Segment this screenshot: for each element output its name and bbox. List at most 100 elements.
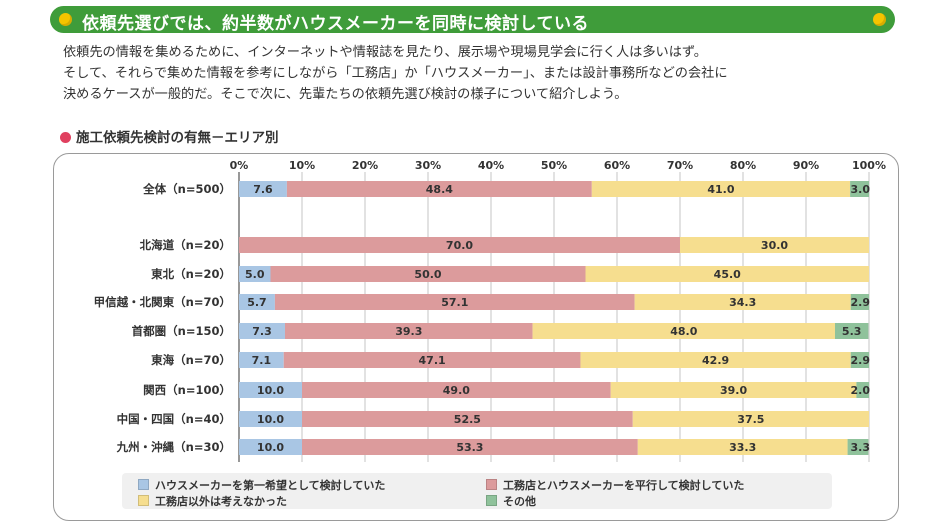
category-label-3: 甲信越・北関東（n=70） xyxy=(94,295,231,309)
legend-swatch-2 xyxy=(486,479,497,490)
bar-segment-r2-s1 xyxy=(270,266,586,282)
bar-segment-r8-s2 xyxy=(637,439,848,455)
data-label-r8-s3: 3.3 xyxy=(851,441,871,454)
bar-segment-r4-s2 xyxy=(532,323,835,339)
category-label-6: 関西（n=100） xyxy=(143,383,231,397)
data-label-r0-s1: 48.4 xyxy=(426,183,453,196)
bar-segment-r1-s2 xyxy=(680,237,869,253)
bar-segment-r7-s2 xyxy=(632,411,869,427)
bar-segment-r2-s0 xyxy=(239,266,271,282)
banner-left-dot-icon xyxy=(59,13,72,26)
legend-item-other: その他 xyxy=(486,493,536,509)
category-label-2: 東北（n=20） xyxy=(151,267,231,281)
legend-label-4: その他 xyxy=(503,495,536,508)
data-label-r1-s1: 70.0 xyxy=(446,239,473,252)
bar-segment-r5-s3 xyxy=(850,352,869,368)
intro-line-1: 依頼先の情報を集めるために、インターネットや情報誌を見たり、展示場や現場見学会に… xyxy=(63,45,707,60)
banner: 依頼先選びでは、約半数がハウスメーカーを同時に検討している xyxy=(50,6,895,34)
bar-segment-r5-s2 xyxy=(580,352,851,368)
bar-segment-r6-s2 xyxy=(610,382,857,398)
chart-heading-text: 施工依頼先検討の有無－エリア別 xyxy=(76,130,279,146)
data-label-r4-s1: 39.3 xyxy=(395,325,422,338)
data-label-r6-s0: 10.0 xyxy=(257,384,284,397)
data-label-r7-s2: 37.5 xyxy=(737,413,764,426)
legend-swatch-4 xyxy=(486,495,497,506)
legend-item-builder-only: 工務店以外は考えなかった xyxy=(138,493,287,509)
data-label-r3-s2: 34.3 xyxy=(729,296,756,309)
bar-segment-r3-s2 xyxy=(634,294,851,310)
category-label-8: 九州・沖縄（n=30） xyxy=(116,440,231,454)
bar-segment-r0-s3 xyxy=(850,181,869,197)
bar-segment-r3-s3 xyxy=(850,294,869,310)
data-label-r4-s3: 5.3 xyxy=(842,325,862,338)
category-label-5: 東海（n=70） xyxy=(151,353,231,367)
x-tick-label-2: 20% xyxy=(352,159,378,172)
data-label-r0-s2: 41.0 xyxy=(707,183,734,196)
bar-segment-r7-s1 xyxy=(302,411,633,427)
data-label-r2-s0: 5.0 xyxy=(245,268,265,281)
data-label-r8-s2: 33.3 xyxy=(729,441,756,454)
data-label-r3-s3: 2.9 xyxy=(851,296,871,309)
bar-segment-r0-s2 xyxy=(591,181,851,197)
legend-swatch-1 xyxy=(138,479,149,490)
x-tick-label-5: 50% xyxy=(541,159,567,172)
bar-segment-r3-s0 xyxy=(239,294,275,310)
data-label-r5-s1: 47.1 xyxy=(419,354,446,367)
category-label-1: 北海道（n=20） xyxy=(140,238,231,252)
bar-segment-r2-s2 xyxy=(585,266,869,282)
bar-segment-r5-s0 xyxy=(239,352,284,368)
chart-legend: ハウスメーカーを第一希望として検討していた 工務店とハウスメーカーを平行して検討… xyxy=(122,473,832,509)
bar-segment-r5-s1 xyxy=(283,352,581,368)
x-tick-label-10: 100% xyxy=(852,159,886,172)
data-label-r0-s0: 7.6 xyxy=(253,183,273,196)
x-tick-label-7: 70% xyxy=(667,159,693,172)
data-label-r0-s3: 3.0 xyxy=(851,183,871,196)
data-label-r2-s1: 50.0 xyxy=(414,268,441,281)
x-tick-label-1: 10% xyxy=(289,159,315,172)
data-label-r3-s1: 57.1 xyxy=(441,296,468,309)
x-tick-label-4: 40% xyxy=(478,159,504,172)
x-tick-label-6: 60% xyxy=(604,159,630,172)
category-label-4: 首都圏（n=150） xyxy=(132,324,231,338)
legend-label-2: 工務店とハウスメーカーを平行して検討していた xyxy=(503,479,745,492)
bar-segment-r6-s1 xyxy=(302,382,611,398)
bar-segment-r6-s0 xyxy=(239,382,302,398)
bar-segment-r4-s0 xyxy=(239,323,285,339)
legend-item-housemaker-first: ハウスメーカーを第一希望として検討していた xyxy=(138,477,385,493)
x-tick-label-0: 0% xyxy=(230,159,249,172)
data-label-r8-s0: 10.0 xyxy=(257,441,284,454)
data-label-r3-s0: 5.7 xyxy=(247,296,267,309)
banner-title: 依頼先選びでは、約半数がハウスメーカーを同時に検討している xyxy=(82,14,589,34)
intro-paragraph: 依頼先の情報を集めるために、インターネットや情報誌を見たり、展示場や現場見学会に… xyxy=(63,42,893,105)
legend-label-3: 工務店以外は考えなかった xyxy=(155,495,287,508)
data-label-r6-s2: 39.0 xyxy=(720,384,747,397)
bar-segment-r7-s0 xyxy=(239,411,302,427)
x-tick-label-9: 90% xyxy=(793,159,819,172)
legend-item-parallel: 工務店とハウスメーカーを平行して検討していた xyxy=(486,477,744,493)
intro-line-3: 決めるケースが一般的だ。そこで次に、先輩たちの依頼先選び検討の様子について紹介し… xyxy=(63,87,628,102)
data-label-r5-s2: 42.9 xyxy=(702,354,729,367)
banner-right-dot-icon xyxy=(873,13,886,26)
bar-segment-r1-s1 xyxy=(239,237,680,253)
data-label-r8-s1: 53.3 xyxy=(456,441,483,454)
bar-segment-r6-s3 xyxy=(856,382,869,398)
bar-segment-r8-s3 xyxy=(847,439,869,455)
bar-segment-r4-s3 xyxy=(834,323,869,339)
chart-frame xyxy=(53,153,899,521)
data-label-r4-s0: 7.3 xyxy=(252,325,272,338)
legend-swatch-3 xyxy=(138,495,149,506)
x-tick-label-3: 30% xyxy=(415,159,441,172)
data-label-r7-s1: 52.5 xyxy=(454,413,481,426)
bar-segment-r4-s1 xyxy=(284,323,533,339)
bar-segment-r0-s1 xyxy=(286,181,592,197)
data-label-r6-s1: 49.0 xyxy=(443,384,470,397)
heading-bullet-icon xyxy=(60,132,71,143)
category-label-7: 中国・四国（n=40） xyxy=(117,412,231,426)
data-label-r2-s2: 45.0 xyxy=(714,268,741,281)
bar-segment-r3-s1 xyxy=(274,294,635,310)
x-tick-label-8: 80% xyxy=(730,159,756,172)
data-label-r5-s0: 7.1 xyxy=(252,354,272,367)
bar-segment-r8-s0 xyxy=(239,439,302,455)
data-label-r4-s2: 48.0 xyxy=(670,325,697,338)
